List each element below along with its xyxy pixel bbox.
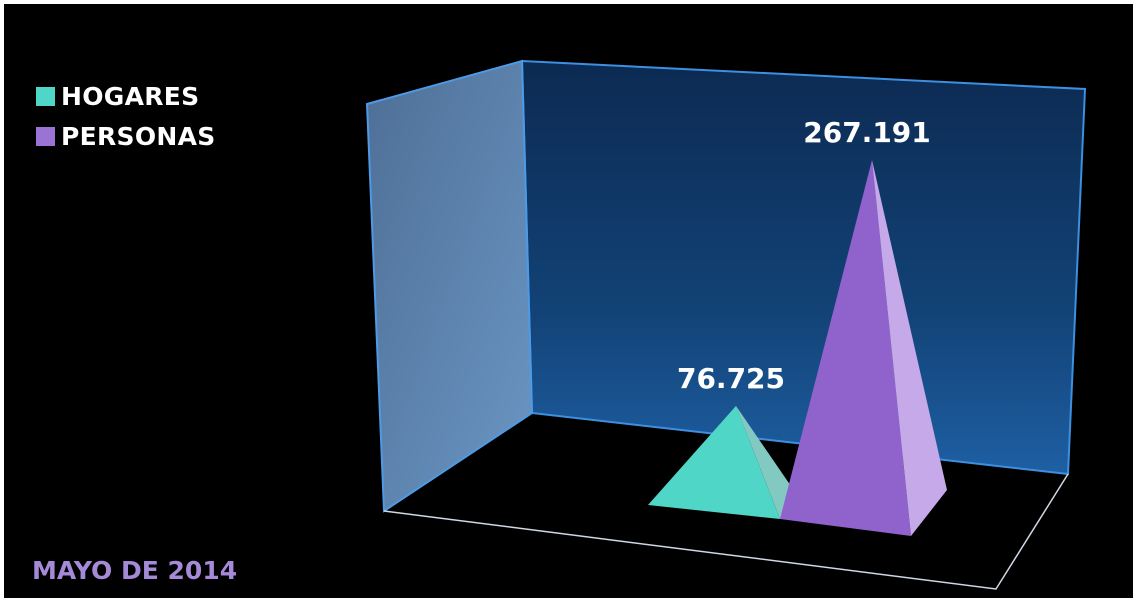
pyramid-personas-front-face [780,160,911,536]
legend-label-personas: PERSONAS [61,121,216,151]
pyramid-hogares-side-face [736,405,795,519]
pyramid-personas-side-face [872,160,947,536]
chart-bars [648,160,947,536]
chart-data-labels: 76.725 267.191 [677,116,931,395]
legend-swatch-personas [36,126,55,146]
data-label-personas: 267.191 [803,116,931,149]
legend-swatch-hogares [36,86,55,106]
pyramid-hogares-front-face [648,405,780,519]
legend: HOGARES PERSONAS [36,76,216,156]
data-label-hogares: 76.725 [677,362,785,395]
footer-date: MAYO DE 2014 [32,556,238,585]
chart-floor-edge [383,473,1069,590]
legend-label-hogares: HOGARES [61,81,200,111]
legend-item-hogares: HOGARES [36,76,216,116]
legend-item-personas: PERSONAS [36,116,216,156]
chart-side-wall [365,59,534,513]
